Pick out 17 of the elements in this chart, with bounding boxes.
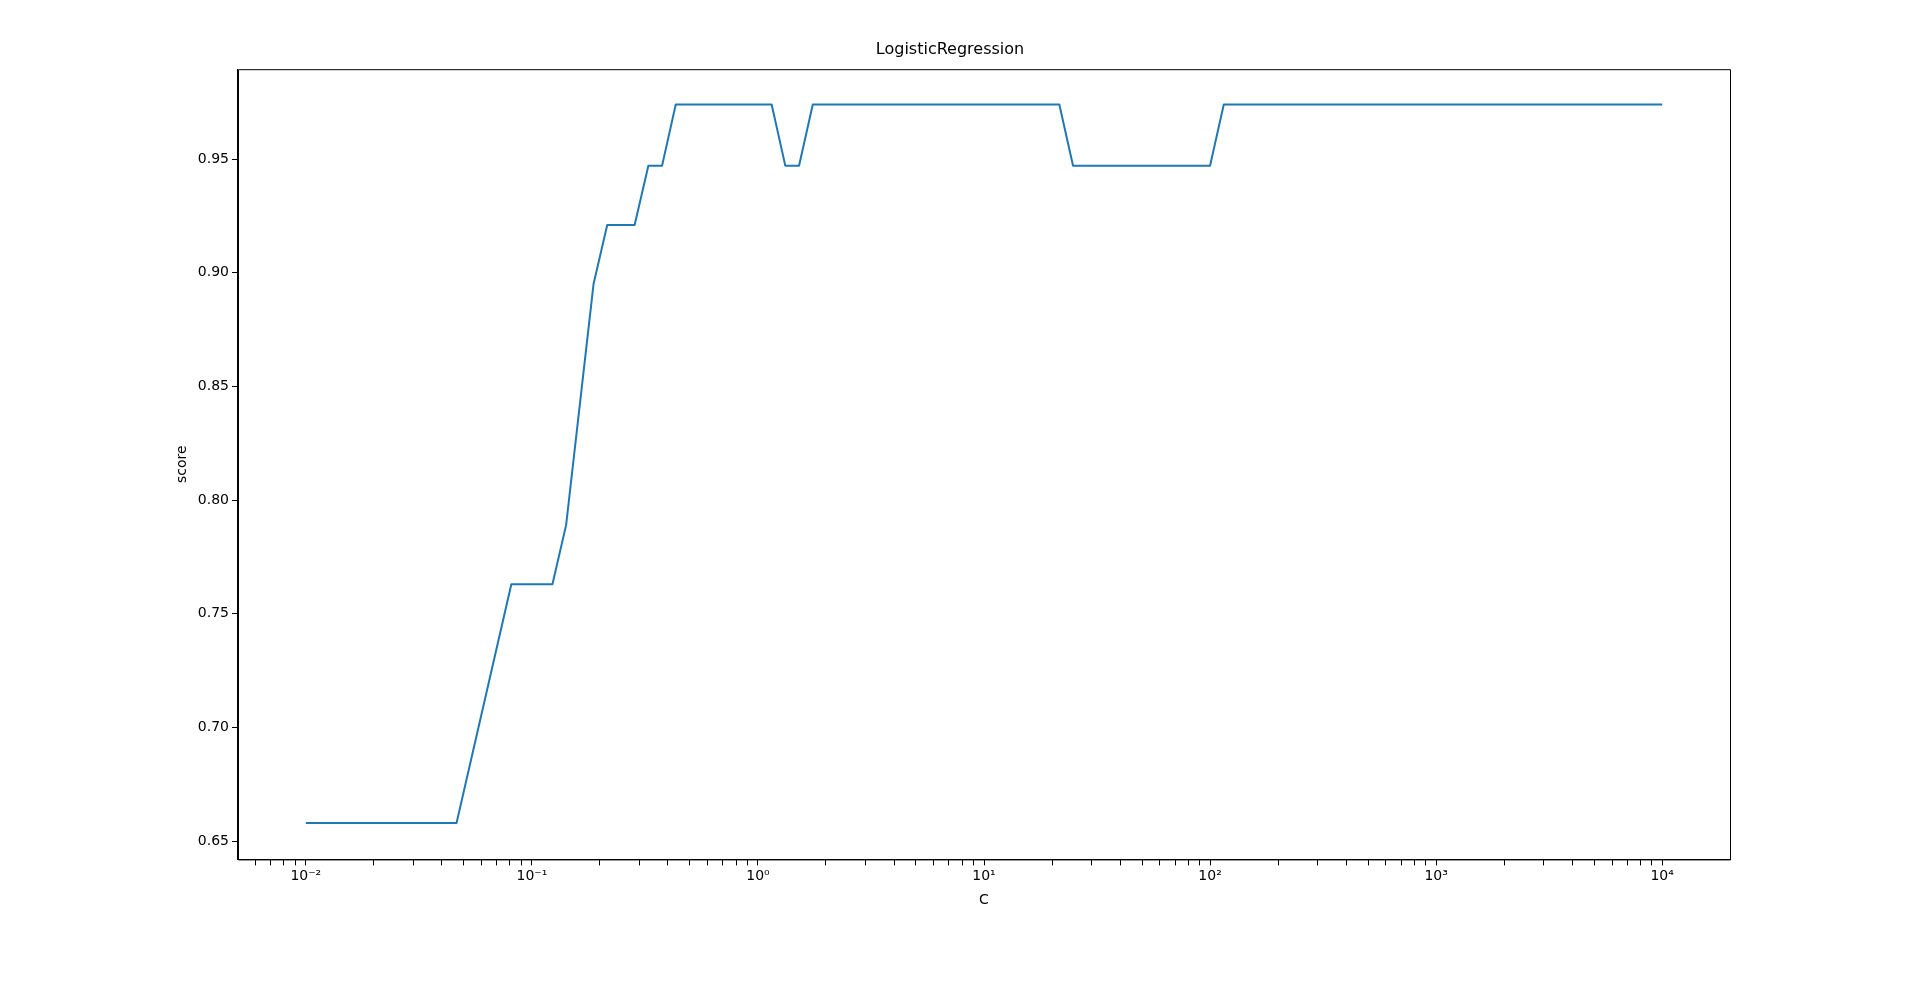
x-tick-label: 10²	[1198, 867, 1222, 884]
y-tick-label: 0.95	[197, 149, 229, 166]
chart-title: LogisticRegression	[875, 38, 1025, 58]
y-tick-label: 0.65	[197, 831, 229, 848]
x-tick-label: 10⁻¹	[516, 867, 548, 884]
y-tick-label: 0.70	[197, 718, 229, 735]
y-axis-title: score	[173, 445, 190, 484]
x-tick-label: 10⁴	[1650, 867, 1675, 884]
x-tick-label: 10⁰	[746, 867, 771, 884]
x-tick-label: 10⁻²	[290, 867, 322, 884]
x-tick-label: 10¹	[972, 867, 996, 884]
x-tick-label: 10³	[1424, 867, 1448, 884]
y-tick-label: 0.75	[197, 604, 229, 621]
y-tick-label: 0.80	[197, 490, 229, 507]
y-tick-label: 0.90	[197, 263, 229, 280]
x-axis-title: C	[979, 891, 990, 908]
y-tick-label: 0.85	[197, 377, 229, 394]
